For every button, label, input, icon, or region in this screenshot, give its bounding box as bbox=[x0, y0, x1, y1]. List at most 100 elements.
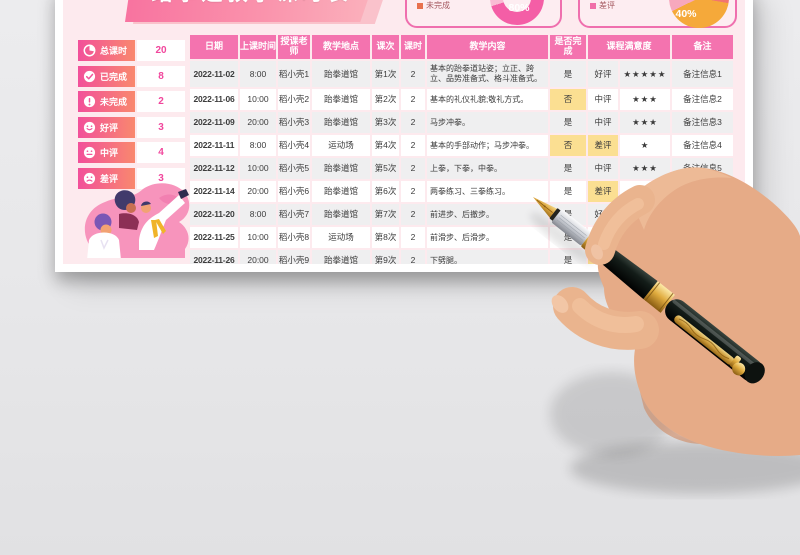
header-done[interactable]: 是否完成 bbox=[550, 35, 586, 59]
cell-time[interactable]: 10:00 bbox=[240, 158, 276, 179]
cell-note[interactable]: 备注信息2 bbox=[672, 89, 733, 110]
cell-date[interactable]: 2022-11-02 bbox=[190, 61, 238, 87]
cell-content[interactable]: 基本的手部动作；马步冲拳。 bbox=[427, 135, 548, 156]
cell-content[interactable]: 下劈腿。 bbox=[427, 250, 548, 264]
cell-place[interactable]: 跆拳道馆 bbox=[312, 181, 370, 202]
cell-hours[interactable]: 2 bbox=[401, 227, 425, 248]
cell-content[interactable]: 基本的跆拳道站姿；立正、跨立、品势准备式、格斗准备式。 bbox=[427, 61, 548, 87]
cell-stars[interactable]: ★★★ bbox=[620, 158, 670, 179]
cell-place[interactable]: 跆拳道馆 bbox=[312, 204, 370, 225]
cell-stars[interactable]: ★★★★★ bbox=[620, 61, 670, 87]
cell-session[interactable]: 第1次 bbox=[372, 61, 399, 87]
cell-stars[interactable]: ★ bbox=[620, 135, 670, 156]
cell-done[interactable]: 是 bbox=[550, 158, 586, 179]
cell-place[interactable]: 跆拳道馆 bbox=[312, 89, 370, 110]
stat-total-hours[interactable]: 总课时 20 bbox=[78, 40, 185, 61]
cell-hours[interactable]: 2 bbox=[401, 135, 425, 156]
cell-teacher[interactable]: 稻小壳7 bbox=[278, 204, 310, 225]
cell-hours[interactable]: 2 bbox=[401, 158, 425, 179]
header-content[interactable]: 教学内容 bbox=[427, 35, 548, 59]
cell-date[interactable]: 2022-11-25 bbox=[190, 227, 238, 248]
cell-hours[interactable]: 2 bbox=[401, 112, 425, 133]
cell-teacher[interactable]: 稻小壳8 bbox=[278, 227, 310, 248]
stat-uncompleted[interactable]: 未完成 2 bbox=[78, 91, 185, 112]
cell-place[interactable]: 运动场 bbox=[312, 227, 370, 248]
cell-rating[interactable]: 好评 bbox=[588, 61, 618, 87]
cell-done[interactable]: 是 bbox=[550, 61, 586, 87]
stat-good-reviews[interactable]: 好评 3 bbox=[78, 116, 185, 138]
cell-session[interactable]: 第3次 bbox=[372, 112, 399, 133]
cell-content[interactable]: 前进步、后撤步。 bbox=[427, 204, 548, 225]
cell-time[interactable]: 8:00 bbox=[240, 135, 276, 156]
cell-place[interactable]: 运动场 bbox=[312, 135, 370, 156]
cell-place[interactable]: 跆拳道馆 bbox=[312, 158, 370, 179]
cell-teacher[interactable]: 稻小壳9 bbox=[278, 250, 310, 264]
cell-hours[interactable]: 2 bbox=[401, 89, 425, 110]
cell-content[interactable]: 基本的礼仪礼貌;敬礼方式。 bbox=[427, 89, 548, 110]
cell-date[interactable]: 2022-11-09 bbox=[190, 112, 238, 133]
cell-place[interactable]: 跆拳道馆 bbox=[312, 250, 370, 264]
cell-note[interactable]: 备注信息3 bbox=[672, 112, 733, 133]
cell-hours[interactable]: 2 bbox=[401, 204, 425, 225]
cell-date[interactable]: 2022-11-06 bbox=[190, 89, 238, 110]
cell-time[interactable]: 10:00 bbox=[240, 227, 276, 248]
header-note[interactable]: 备注 bbox=[672, 35, 733, 59]
cell-rating[interactable]: 中评 bbox=[588, 89, 618, 110]
cell-hours[interactable]: 2 bbox=[401, 181, 425, 202]
cell-rating[interactable]: 中评 bbox=[588, 112, 618, 133]
cell-session[interactable]: 第6次 bbox=[372, 181, 399, 202]
header-session[interactable]: 课次 bbox=[372, 35, 399, 59]
cell-done[interactable]: 否 bbox=[550, 89, 586, 110]
cell-teacher[interactable]: 稻小壳4 bbox=[278, 135, 310, 156]
cell-teacher[interactable]: 稻小壳1 bbox=[278, 61, 310, 87]
cell-done[interactable]: 是 bbox=[550, 112, 586, 133]
cell-teacher[interactable]: 稻小壳6 bbox=[278, 181, 310, 202]
cell-date[interactable]: 2022-11-11 bbox=[190, 135, 238, 156]
cell-time[interactable]: 8:00 bbox=[240, 204, 276, 225]
cell-place[interactable]: 跆拳道馆 bbox=[312, 112, 370, 133]
cell-time[interactable]: 20:00 bbox=[240, 250, 276, 264]
cell-hours[interactable]: 2 bbox=[401, 61, 425, 87]
cell-teacher[interactable]: 稻小壳5 bbox=[278, 158, 310, 179]
cell-time[interactable]: 20:00 bbox=[240, 181, 276, 202]
cell-content[interactable]: 马步冲拳。 bbox=[427, 112, 548, 133]
header-satisfaction[interactable]: 课程满意度 bbox=[588, 35, 670, 59]
cell-done[interactable]: 否 bbox=[550, 135, 586, 156]
cell-time[interactable]: 8:00 bbox=[240, 61, 276, 87]
cell-note[interactable]: 备注信息4 bbox=[672, 135, 733, 156]
cell-content[interactable]: 两拳练习、三拳练习。 bbox=[427, 181, 548, 202]
cell-session[interactable]: 第8次 bbox=[372, 227, 399, 248]
cell-stars[interactable]: ★★★ bbox=[620, 89, 670, 110]
cell-teacher[interactable]: 稻小壳2 bbox=[278, 89, 310, 110]
stat-completed[interactable]: 已完成 8 bbox=[78, 65, 185, 87]
header-hours[interactable]: 课时 bbox=[401, 35, 425, 59]
cell-date[interactable]: 2022-11-26 bbox=[190, 250, 238, 264]
cell-rating[interactable]: 差评 bbox=[588, 135, 618, 156]
cell-date[interactable]: 2022-11-14 bbox=[190, 181, 238, 202]
cell-session[interactable]: 第2次 bbox=[372, 89, 399, 110]
cell-content[interactable]: 上拳，下拳，中拳。 bbox=[427, 158, 548, 179]
cell-time[interactable]: 20:00 bbox=[240, 112, 276, 133]
cell-content[interactable]: 前滑步、后滑步。 bbox=[427, 227, 548, 248]
cell-date[interactable]: 2022-11-12 bbox=[190, 158, 238, 179]
header-date[interactable]: 日期 bbox=[190, 35, 238, 59]
cell-session[interactable]: 第9次 bbox=[372, 250, 399, 264]
header-place[interactable]: 教学地点 bbox=[312, 35, 370, 59]
header-time[interactable]: 上课时间 bbox=[240, 35, 276, 59]
cell-rating[interactable]: 差评 bbox=[588, 181, 618, 202]
stat-bad-reviews[interactable]: 差评 3 bbox=[78, 167, 185, 189]
cell-session[interactable]: 第4次 bbox=[372, 135, 399, 156]
cell-teacher[interactable]: 稻小壳3 bbox=[278, 112, 310, 133]
cell-note[interactable]: 备注信息1 bbox=[672, 61, 733, 87]
cell-session[interactable]: 第5次 bbox=[372, 158, 399, 179]
cell-done[interactable]: 是 bbox=[550, 181, 586, 202]
cell-time[interactable]: 10:00 bbox=[240, 89, 276, 110]
cell-date[interactable]: 2022-11-20 bbox=[190, 204, 238, 225]
cell-rating[interactable]: 中评 bbox=[588, 158, 618, 179]
cell-hours[interactable]: 2 bbox=[401, 250, 425, 264]
cell-stars[interactable]: ★★★ bbox=[620, 112, 670, 133]
cell-session[interactable]: 第7次 bbox=[372, 204, 399, 225]
stat-medium-reviews[interactable]: 中评 4 bbox=[78, 142, 185, 163]
header-teacher[interactable]: 授课老师 bbox=[278, 35, 310, 59]
cell-place[interactable]: 跆拳道馆 bbox=[312, 61, 370, 87]
